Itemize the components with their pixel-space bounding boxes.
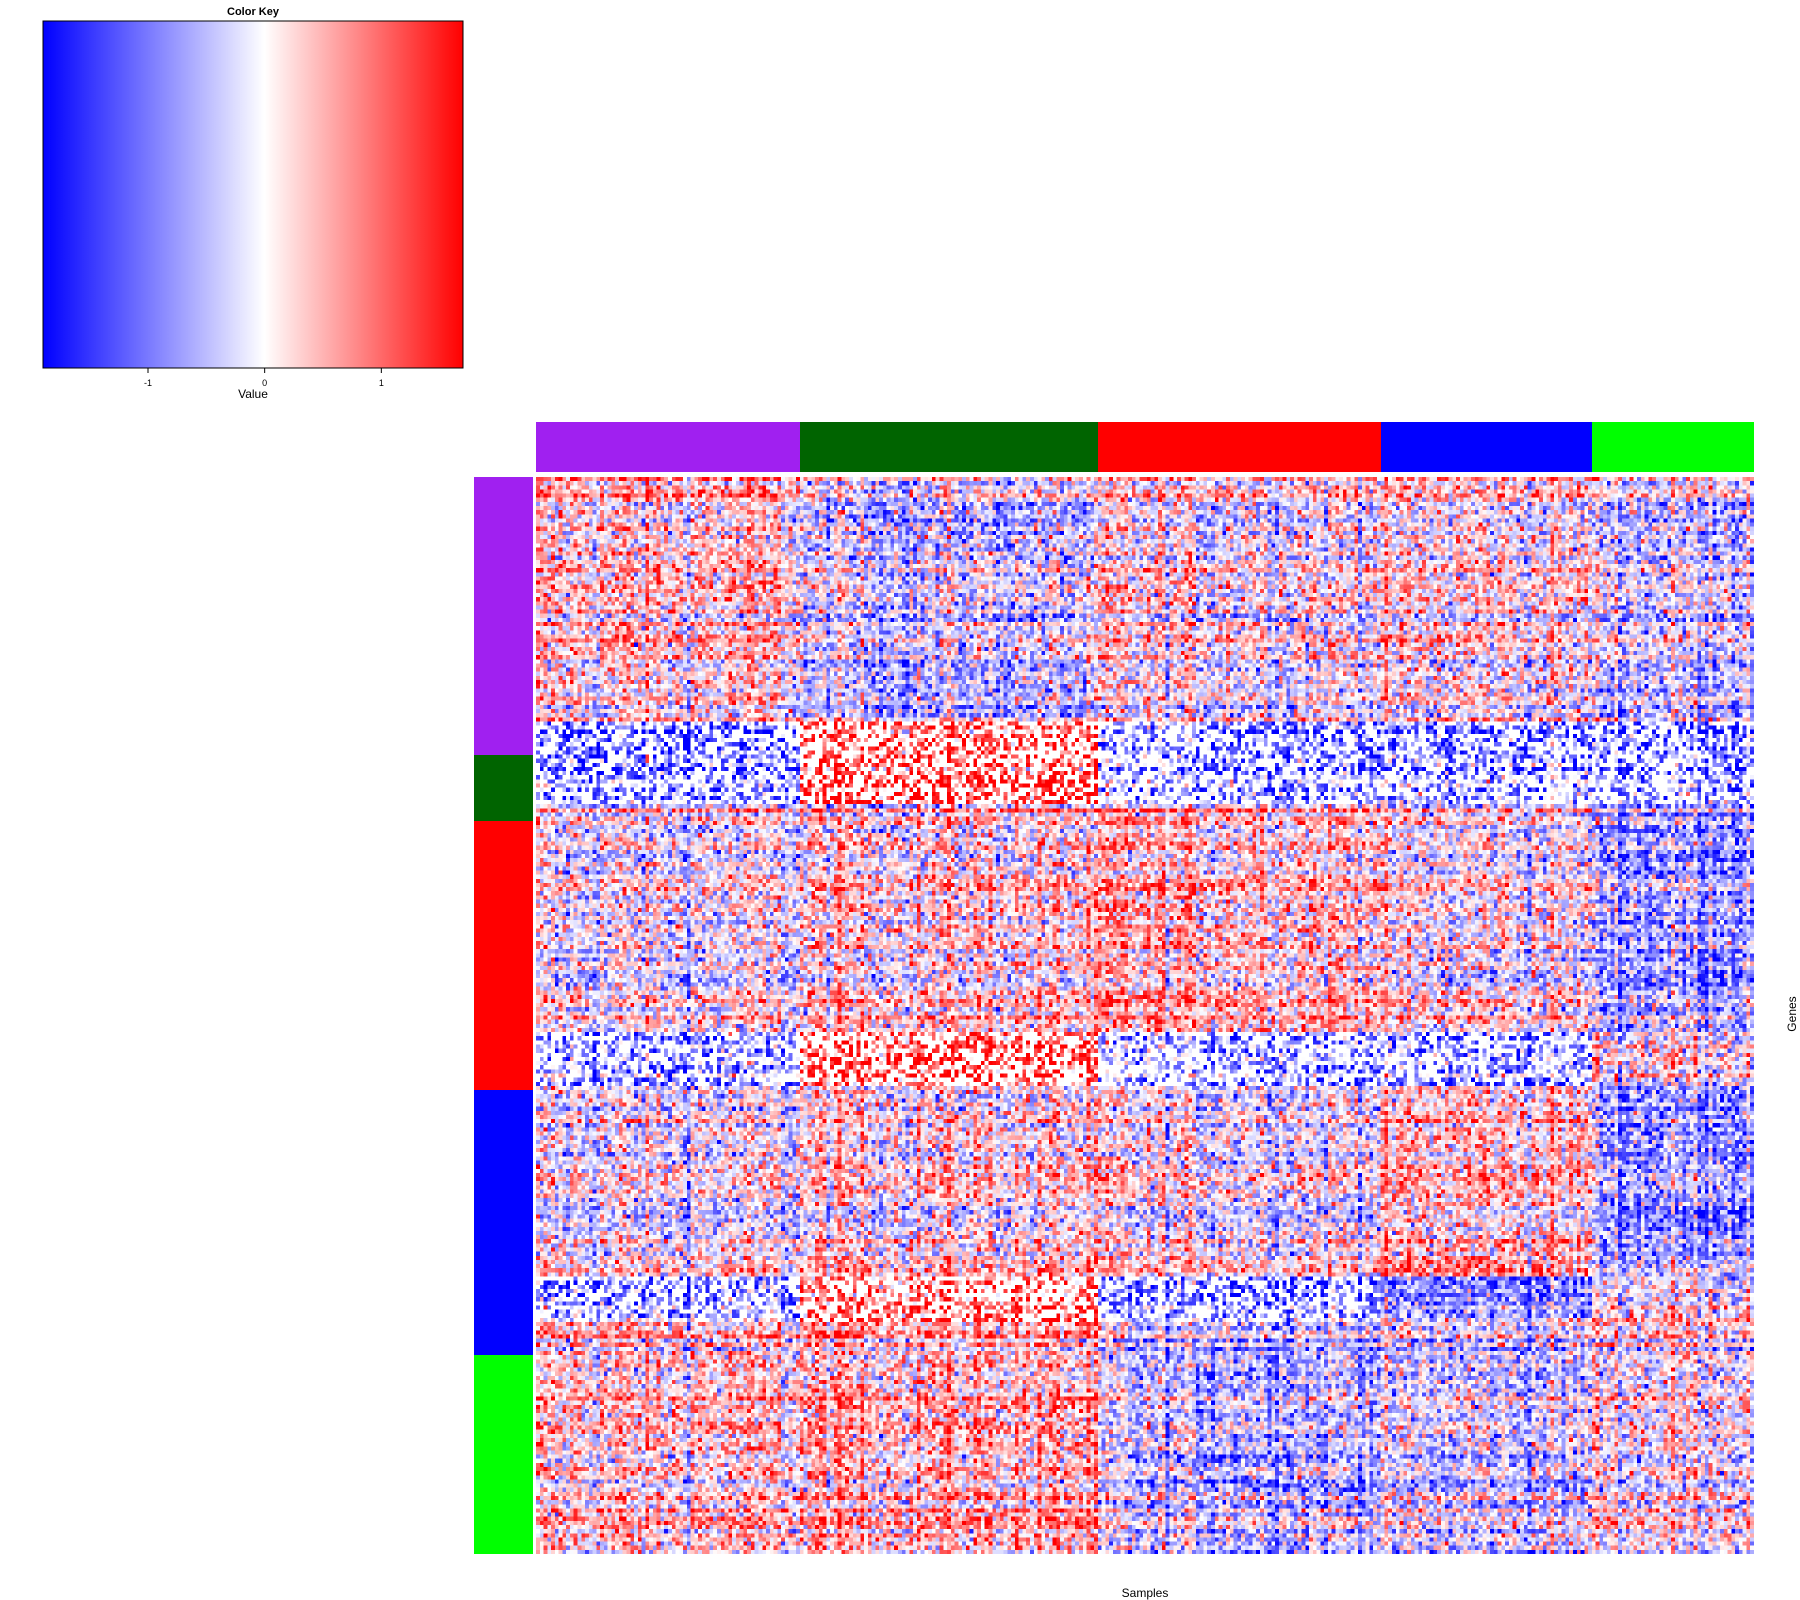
column-cluster-2 [800, 422, 1098, 472]
row-cluster-bar [474, 477, 533, 1554]
color-key-tick-label: 0 [262, 378, 267, 388]
row-cluster-5 [474, 1355, 533, 1554]
row-cluster-3 [474, 821, 533, 1090]
heatmap-body [536, 477, 1754, 1554]
heatmap-matrix [536, 477, 1754, 1554]
color-key-gradient [42, 20, 464, 369]
color-key-title: Color Key [227, 6, 280, 18]
row-cluster-1 [474, 477, 533, 755]
color-key: Color Key -1 0 1 Value [42, 6, 464, 401]
column-cluster-bar [536, 422, 1754, 472]
color-key-ticks: -1 0 1 [144, 368, 384, 388]
color-key-tick-label: -1 [144, 378, 152, 388]
row-cluster-2 [474, 755, 533, 821]
color-key-tick-label: 1 [379, 378, 384, 388]
row-cluster-4 [474, 1090, 533, 1355]
x-axis-label: Samples [1122, 1586, 1169, 1600]
column-cluster-4 [1381, 422, 1592, 472]
column-cluster-1 [536, 422, 800, 472]
column-cluster-5 [1592, 422, 1754, 472]
column-cluster-3 [1098, 422, 1381, 472]
color-key-xlabel: Value [238, 387, 268, 401]
y-axis-label: Genes [1785, 996, 1799, 1031]
